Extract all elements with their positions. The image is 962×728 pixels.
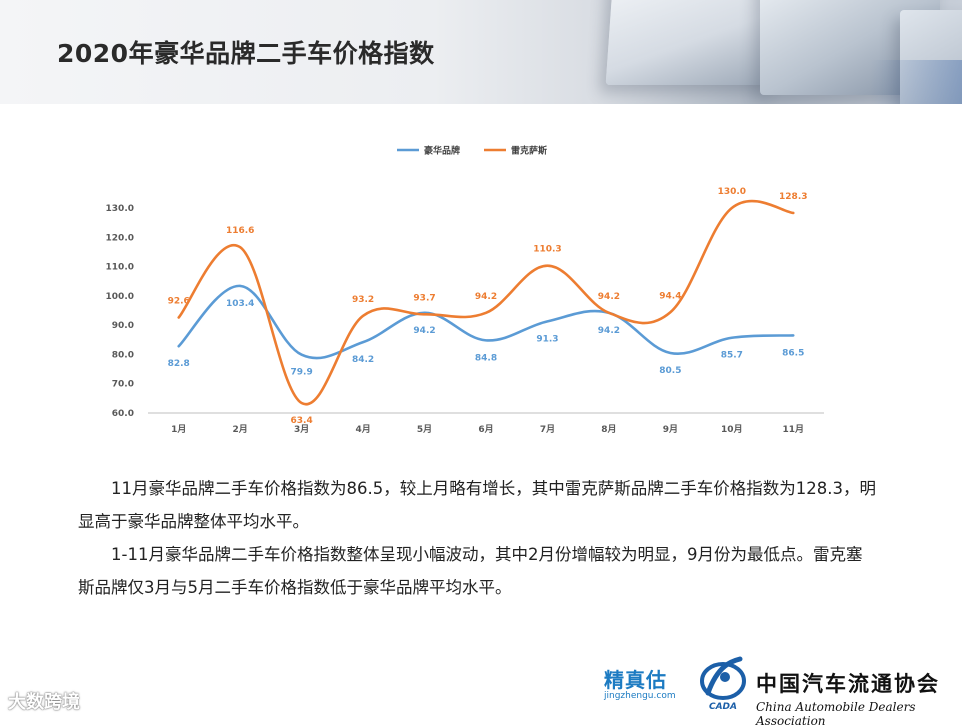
data-label: 93.2 — [352, 295, 374, 305]
data-label: 91.3 — [536, 334, 558, 344]
cada-association-name: 中国汽车流通协会 China Automobile Dealers Associ… — [756, 668, 962, 728]
data-label: 79.9 — [291, 368, 313, 378]
paragraph-1: 11月豪华品牌二手车价格指数为86.5，较上月略有增长，其中雷克萨斯品牌二手车价… — [78, 472, 878, 538]
y-tick-label: 100.0 — [106, 292, 134, 302]
x-tick-label: 10月 — [721, 424, 743, 435]
line-chart: 60.0 70.0 80.0 90.0 100.0 110.0 120.0 130.0 1月 2月… — [0, 130, 962, 450]
x-tick-label: 7月 — [540, 424, 555, 435]
y-tick-label: 110.0 — [106, 263, 134, 273]
jzg-logo-name: 精真估 — [604, 664, 696, 693]
legend-label: 豪华品牌 — [424, 145, 460, 157]
data-label: 130.0 — [718, 187, 746, 197]
jzg-logo-url: jingzhengu.com — [604, 691, 696, 701]
x-tick-label: 11月 — [783, 424, 805, 435]
y-tick-label: 80.0 — [112, 350, 134, 360]
x-tick-label: 4月 — [355, 424, 370, 435]
data-label: 116.6 — [226, 226, 254, 236]
data-label: 86.5 — [782, 348, 804, 358]
y-tick-label: 130.0 — [106, 204, 134, 214]
legend-label: 雷克萨斯 — [511, 145, 547, 157]
data-label: 84.2 — [352, 355, 374, 365]
cada-name-cn: 中国汽车流通协会 — [756, 668, 962, 698]
data-label: 80.5 — [659, 366, 681, 376]
cada-logo-icon: CADA — [698, 655, 748, 711]
data-label: 85.7 — [721, 351, 743, 361]
decorative-cube — [606, 0, 785, 85]
watermark: 大数跨境 — [8, 688, 80, 714]
data-label: 93.7 — [413, 293, 435, 303]
data-label: 110.3 — [533, 245, 561, 255]
x-tick-label: 5月 — [417, 424, 432, 435]
cada-name-en: China Automobile Dealers Association — [756, 700, 962, 728]
data-label: 94.4 — [659, 291, 681, 301]
x-tick-label: 9月 — [663, 424, 678, 435]
data-label: 94.2 — [598, 292, 620, 302]
jzg-logo: 精真估 jingzhengu.com — [604, 664, 696, 701]
data-label: 128.3 — [779, 192, 807, 202]
y-tick-label: 70.0 — [112, 380, 134, 390]
cada-logo-mark: CADA — [709, 702, 737, 711]
data-label: 63.4 — [291, 416, 313, 426]
x-tick-label: 1月 — [171, 424, 186, 435]
data-label: 92.6 — [168, 297, 190, 307]
x-tick-label: 6月 — [478, 424, 493, 435]
paragraph-2: 1-11月豪华品牌二手车价格指数整体呈现小幅波动，其中2月份增幅较为明显，9月份… — [78, 538, 878, 604]
data-label: 84.8 — [475, 353, 497, 363]
y-tick-label: 90.0 — [112, 321, 134, 331]
data-label: 103.4 — [226, 299, 254, 309]
data-label: 82.8 — [168, 359, 190, 369]
data-label: 94.2 — [475, 292, 497, 302]
series-line-lexus — [179, 201, 794, 404]
x-tick-label: 8月 — [601, 424, 616, 435]
data-label: 94.2 — [598, 326, 620, 336]
data-label: 94.2 — [413, 326, 435, 336]
y-tick-label: 120.0 — [106, 233, 134, 243]
y-tick-label: 60.0 — [112, 409, 134, 419]
decorative-glow — [870, 60, 962, 104]
page-title: 2020年豪华品牌二手车价格指数 — [57, 34, 435, 70]
x-tick-label: 2月 — [233, 424, 248, 435]
